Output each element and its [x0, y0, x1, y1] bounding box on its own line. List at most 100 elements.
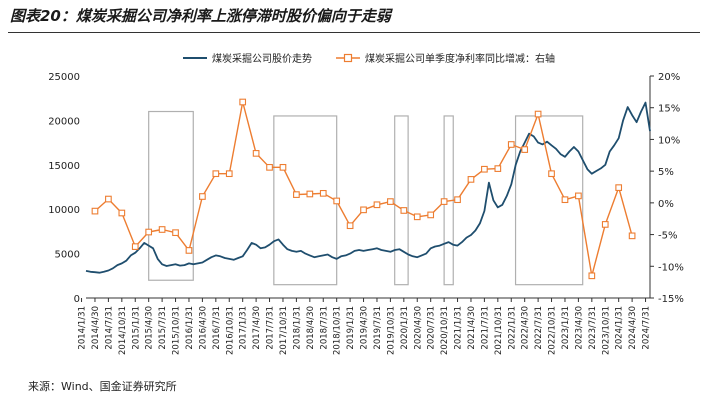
margin-series-line [94, 101, 633, 277]
margin-point [387, 198, 394, 205]
x-tick-label: 2020/1/31 [400, 306, 410, 350]
x-tick-label: 2018/1/31 [292, 306, 302, 350]
x-tick-label: 2020/7/31 [427, 306, 437, 350]
margin-point [239, 98, 247, 106]
margin-point [346, 222, 354, 230]
x-tick-label: 2016/1/31 [185, 306, 195, 350]
y-left-tick-label: 15000 [48, 161, 80, 172]
margin-point [266, 163, 273, 171]
x-tick-label: 2015/7/31 [158, 306, 168, 350]
y-right-tick-label: -15% [658, 294, 684, 305]
margin-point [373, 201, 381, 209]
x-tick-label: 2021/1/31 [454, 306, 464, 350]
x-tick-label: 2022/4/30 [521, 306, 531, 350]
title-rule [8, 32, 700, 33]
x-tick-label: 2022/7/31 [534, 306, 544, 350]
margin-point [360, 206, 367, 214]
x-tick-label: 2023/1/31 [561, 306, 571, 350]
margin-point [252, 150, 260, 157]
highlight-box [273, 115, 338, 286]
y-right-tick-label: -10% [658, 262, 684, 273]
x-tick-label: 2021/7/31 [480, 306, 490, 350]
margin-point [628, 232, 636, 240]
margin-point [467, 176, 475, 183]
highlight-box [394, 115, 409, 286]
x-tick-label: 2022/10/31 [548, 306, 558, 355]
y-right-tick-label: -5% [658, 231, 677, 242]
x-tick-label: 2014/10/31 [118, 306, 128, 355]
x-tick-label: 2023/10/31 [601, 306, 611, 355]
margin-point [588, 272, 596, 280]
x-tick-label: 2024/7/31 [642, 306, 652, 350]
margin-point [333, 197, 341, 205]
margin-point [561, 196, 569, 204]
y-left-tick-label: 10000 [48, 205, 80, 216]
x-tick-label: 2024/1/31 [615, 306, 625, 350]
margin-point [185, 247, 193, 254]
x-tick-label: 2020/4/30 [413, 306, 423, 350]
margin-point [548, 170, 555, 178]
margin-point [293, 191, 300, 198]
margin-point [145, 228, 153, 236]
margin-point [105, 195, 112, 203]
y-left-tick-label: 0 [74, 294, 80, 305]
x-tick-label: 2014/7/31 [104, 306, 114, 350]
x-tick-label: 2018/10/31 [333, 306, 343, 355]
margin-point [601, 221, 609, 228]
y-left-tick-label: 20000 [48, 116, 80, 127]
price-series-line [85, 101, 651, 274]
margin-point [575, 192, 582, 200]
x-tick-label: 2016/10/31 [225, 306, 235, 355]
x-tick-label: 2022/1/31 [507, 306, 517, 350]
margin-point [400, 207, 408, 214]
margin-point [158, 226, 166, 233]
margin-point [225, 170, 233, 178]
margin-point [413, 213, 421, 221]
margin-point [427, 211, 435, 219]
legend-margin-label: 煤炭采掘公司单季度净利率同比增减：右轴 [365, 52, 555, 65]
margin-point [199, 193, 206, 200]
highlight-box [148, 110, 194, 281]
x-tick-label: 2017/1/31 [239, 306, 249, 350]
y-right-tick-label: 20% [658, 72, 680, 83]
x-tick-label: 2018/4/30 [306, 306, 316, 350]
legend-price-label: 煤炭采掘公司股价走势 [212, 52, 312, 65]
margin-point [319, 189, 327, 197]
y-right-tick-label: 5% [658, 167, 674, 178]
margin-point [172, 229, 179, 237]
x-tick-label: 2019/4/30 [360, 306, 370, 350]
x-tick-label: 2019/7/31 [373, 306, 383, 350]
x-tick-label: 2019/10/31 [386, 306, 396, 355]
x-tick-label: 2017/10/31 [279, 306, 289, 355]
margin-point [521, 146, 529, 153]
x-tick-label: 2017/7/31 [266, 306, 276, 350]
x-tick-label: 2021/10/31 [494, 306, 504, 355]
y-right-tick-label: 0% [658, 199, 674, 210]
margin-point [615, 184, 623, 191]
y-right-tick-label: 15% [658, 104, 680, 115]
margin-point [454, 196, 461, 204]
y-right-tick-label: 10% [658, 135, 680, 146]
margin-point [118, 209, 126, 217]
x-tick-label: 2024/4/30 [628, 306, 638, 350]
margin-point [306, 190, 314, 198]
x-tick-label: 2014/4/30 [91, 306, 101, 350]
x-tick-label: 2019/1/31 [346, 306, 356, 350]
x-tick-label: 2018/7/31 [319, 306, 329, 350]
margin-point [481, 165, 488, 173]
source-note: 来源：Wind、国金证券研究所 [28, 380, 177, 393]
margin-point [440, 198, 448, 205]
x-tick-label: 2015/4/30 [145, 306, 155, 350]
highlight-boxes [148, 110, 584, 286]
margin-point [91, 207, 99, 215]
x-tick-label: 2016/7/31 [212, 306, 222, 350]
margin-point [279, 163, 287, 171]
y-left-tick-label: 5000 [55, 250, 80, 261]
margin-point [131, 243, 139, 250]
x-tick-label: 2020/10/31 [440, 306, 450, 355]
x-tick-label: 2014/1/31 [78, 306, 88, 350]
y-left-tick-label: 25000 [48, 72, 80, 83]
legend: 煤炭采掘公司股价走势 煤炭采掘公司单季度净利率同比增减：右轴 [183, 52, 555, 65]
figure-title: 图表20：煤炭采掘公司净利率上涨停滞时股价偏向于走弱 [10, 7, 391, 25]
